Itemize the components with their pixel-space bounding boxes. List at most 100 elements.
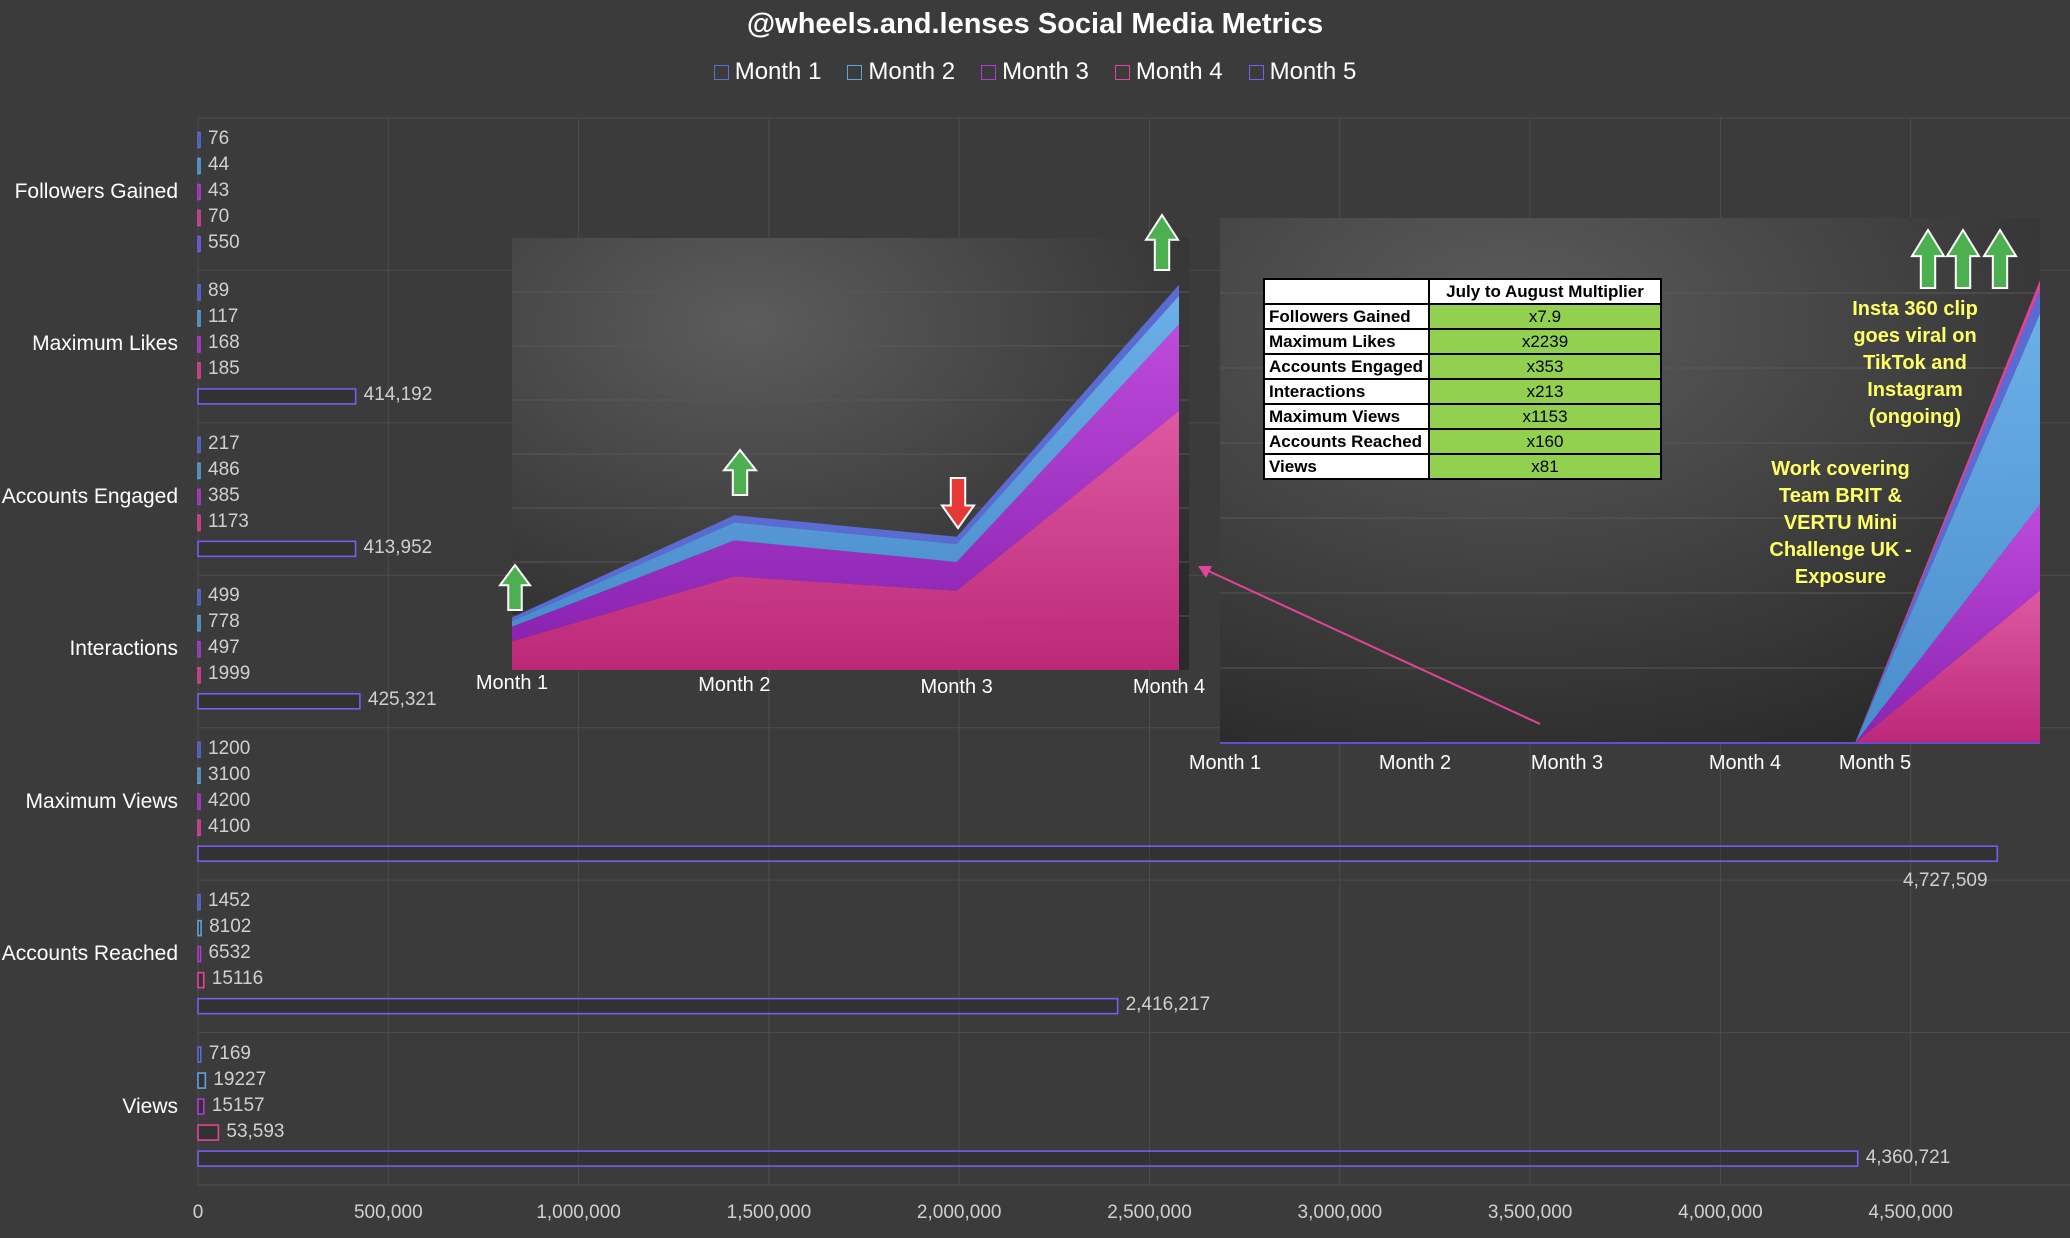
- note-line: Insta 360 clip: [1852, 298, 1978, 320]
- table-row: Followers Gained x7.9: [1263, 303, 1662, 330]
- inset-1-tick-label: Month 4: [1132, 676, 1206, 698]
- x-tick-label: 500,000: [353, 1202, 423, 1223]
- bar: [197, 919, 202, 937]
- bar: [197, 362, 201, 379]
- category-label: Interactions: [69, 637, 178, 661]
- data-label: 76: [208, 128, 230, 149]
- table-row: Maximum Likes x2239: [1263, 328, 1662, 355]
- table-cell: [1263, 278, 1430, 305]
- data-label: 44: [208, 154, 230, 175]
- inset-2-tick-label: Month 1: [1188, 752, 1262, 774]
- x-tick-label: 2,500,000: [1107, 1202, 1192, 1223]
- table-cell: x213: [1428, 378, 1662, 405]
- up-arrow-icon: [721, 448, 759, 496]
- pointer-line: [1201, 567, 1541, 725]
- bar-layer: [197, 131, 1999, 1167]
- data-label: 425,321: [367, 689, 437, 711]
- x-tick-label: 2,000,000: [916, 1202, 1002, 1223]
- note-line: Instagram: [1867, 379, 1963, 401]
- x-tick-label: 0: [192, 1202, 204, 1223]
- data-label: 15157: [211, 1094, 265, 1116]
- up-arrow-icon: [1945, 228, 1981, 289]
- bar: [197, 640, 201, 658]
- legend-item-month-1: Month 1: [713, 58, 822, 86]
- table-cell: x7.9: [1428, 303, 1662, 330]
- up-arrow-icon: [498, 563, 532, 611]
- bar: [197, 209, 201, 227]
- table-row: Views x81: [1263, 453, 1662, 480]
- table-cell: July to August Multiplier: [1428, 278, 1662, 305]
- table-row: Accounts Engaged x353: [1263, 353, 1662, 380]
- chart-title: @wheels.and.lenses Social Media Metrics: [746, 8, 1324, 40]
- bar: [197, 793, 201, 811]
- table-cell: Accounts Reached: [1263, 428, 1430, 455]
- data-label: 4,360,721: [1865, 1146, 1951, 1168]
- data-label: 1999: [208, 663, 251, 685]
- legend-item-month-4: Month 4: [1114, 58, 1223, 86]
- table-cell: Maximum Likes: [1263, 328, 1430, 355]
- legend-swatch: [1248, 64, 1264, 80]
- inset-2-tick-label: Month 5: [1838, 752, 1912, 774]
- legend-item-month-5: Month 5: [1248, 58, 1357, 86]
- legend-label: Month 1: [734, 58, 822, 85]
- note-line: Challenge UK -: [1769, 539, 1912, 561]
- arrow-layer: [498, 213, 2018, 611]
- data-label: 168: [208, 332, 240, 354]
- data-label: 53,593: [226, 1120, 285, 1142]
- table-cell: x160: [1428, 428, 1662, 455]
- category-label: Maximum Likes: [32, 332, 178, 356]
- data-label: 778: [208, 611, 240, 633]
- bar: [197, 1124, 220, 1141]
- chart-legend: Month 1 Month 2 Month 3 Month 4 Month 5: [0, 58, 2070, 86]
- bar: [197, 945, 202, 963]
- bar: [197, 183, 201, 201]
- table-header-row: July to August Multiplier: [1263, 278, 1662, 305]
- legend-label: Month 2: [868, 58, 956, 85]
- inset-1-tick-label: Month 2: [698, 674, 771, 696]
- bar: [197, 514, 201, 532]
- inset-2-tick-label: Month 4: [1708, 752, 1782, 774]
- data-label: 6532: [208, 942, 251, 964]
- table-cell: x353: [1428, 353, 1662, 380]
- data-label: 4100: [208, 815, 251, 837]
- viral-note: Insta 360 clip goes viral on TikTok and Ins…: [1835, 296, 1995, 431]
- data-label: 185: [208, 358, 240, 380]
- data-label: 3100: [208, 763, 251, 785]
- bar: [197, 767, 201, 785]
- legend-label: Month 3: [1002, 58, 1089, 85]
- bar: [197, 235, 201, 253]
- data-label: 550: [208, 232, 240, 253]
- data-label: 4,727,509: [1903, 869, 1988, 891]
- category-label: Accounts Reached: [1, 942, 178, 966]
- table-cell: Views: [1263, 453, 1430, 480]
- note-line: VERTU Mini: [1783, 512, 1898, 534]
- note-line: TikTok and: [1863, 352, 1967, 374]
- inset-2-tick-label: Month 3: [1530, 752, 1604, 774]
- data-label: 2,416,217: [1125, 994, 1211, 1016]
- table-cell: x1153: [1428, 403, 1662, 430]
- bar: [197, 157, 201, 175]
- area-series: [1855, 280, 2040, 743]
- inset-chart-1: [512, 238, 1189, 670]
- data-label: 4200: [208, 789, 251, 811]
- category-label: Views: [122, 1094, 178, 1118]
- legend-label: Month 5: [1269, 58, 1357, 85]
- work-note: Work covering Team BRIT & VERTU Mini Challe…: [1758, 456, 1923, 591]
- bar: [197, 1046, 202, 1063]
- table-cell: x2239: [1428, 328, 1662, 355]
- x-tick-label: 3,500,000: [1487, 1202, 1573, 1223]
- data-label: 15116: [211, 968, 264, 990]
- area-series: [512, 410, 1179, 670]
- bar: [197, 336, 201, 353]
- data-label: 1452: [208, 890, 251, 912]
- inset-2-tick-label: Month 2: [1378, 752, 1452, 774]
- data-label: 499: [208, 585, 240, 607]
- x-tick-label: 4,000,000: [1678, 1202, 1763, 1223]
- bar: [197, 284, 201, 301]
- bar: [197, 971, 205, 989]
- inset-1-tick-label: Month 3: [920, 676, 993, 698]
- category-label: Followers Gained: [14, 180, 178, 203]
- bar: [197, 614, 201, 632]
- pointer-arrowhead: [1198, 566, 1212, 578]
